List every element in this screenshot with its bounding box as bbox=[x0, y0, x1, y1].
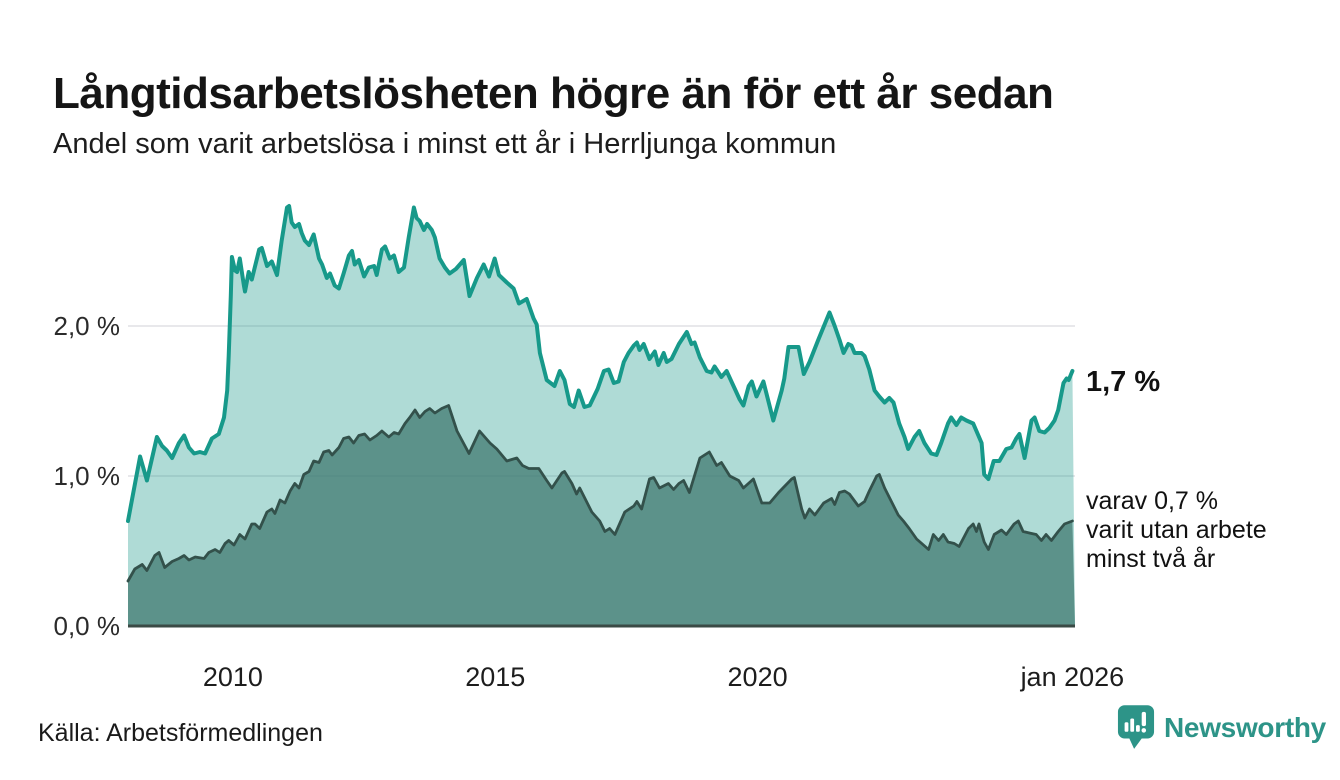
x-axis-label: 2010 bbox=[202, 662, 263, 692]
annotation-two-years-line3: minst två år bbox=[1086, 545, 1216, 573]
x-axis-label: 2020 bbox=[727, 662, 788, 692]
chart-title: Långtidsarbetslösheten högre än för ett … bbox=[53, 69, 1054, 119]
y-axis-label: 1,0 % bbox=[53, 461, 121, 491]
source-caption: Källa: Arbetsförmedlingen bbox=[38, 719, 323, 747]
x-axis-label: 2015 bbox=[465, 662, 526, 692]
newsworthy-speech-bubble-bar-chart-icon bbox=[1117, 705, 1155, 749]
chart-subtitle: Andel som varit arbetslösa i minst ett å… bbox=[53, 128, 837, 160]
y-axis-label: 0,0 % bbox=[53, 611, 121, 641]
annotation-two-years-line1: varav 0,7 % bbox=[1086, 487, 1219, 515]
annotation-two-years-line2: varit utan arbete bbox=[1086, 516, 1267, 544]
newsworthy-logo-text: Newsworthy bbox=[1164, 712, 1326, 743]
series-line-1 bbox=[126, 404, 1074, 583]
annotation-two-years: varav 0,7 % varit utan arbete minst två … bbox=[1086, 487, 1267, 574]
x-axis-label: jan 2026 bbox=[1020, 662, 1125, 692]
newsworthy-logo: Newsworthy bbox=[1117, 704, 1326, 752]
annotation-latest-total: 1,7 % bbox=[1086, 366, 1161, 398]
y-axis-label: 2,0 % bbox=[53, 311, 121, 341]
series-area-1 bbox=[128, 405, 1075, 626]
series-line-0 bbox=[126, 204, 1075, 523]
